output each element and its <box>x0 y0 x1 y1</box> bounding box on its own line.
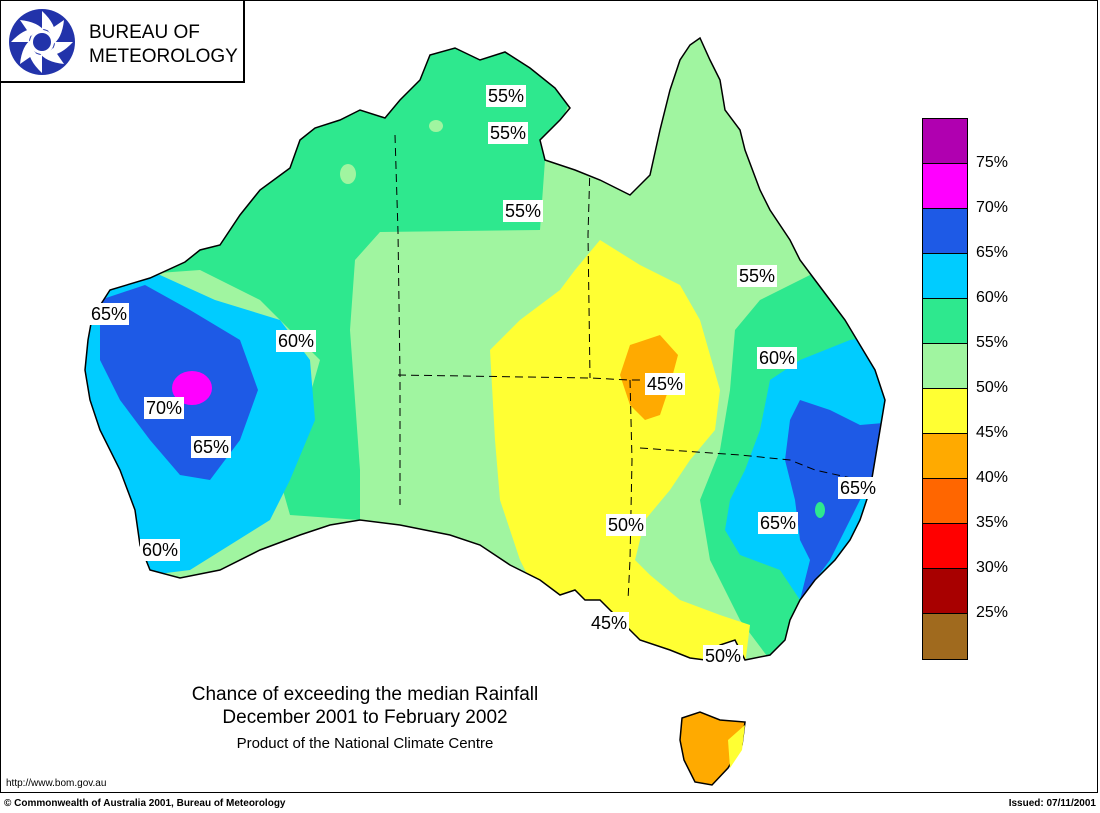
legend-swatch <box>923 569 967 614</box>
bom-swirl-logo-icon <box>9 9 75 75</box>
contour-label: 65% <box>758 512 799 534</box>
contour-label: 55% <box>503 200 544 222</box>
legend-swatch <box>923 164 967 209</box>
issued-date: Issued: 07/11/2001 <box>1008 798 1096 809</box>
contour-label: 55% <box>737 265 778 287</box>
contour-label: 50% <box>703 645 744 667</box>
legend-swatch <box>923 479 967 524</box>
contour-label: 50% <box>606 514 647 536</box>
legend-swatch <box>923 389 967 434</box>
contour-label: 65% <box>89 303 130 325</box>
contour-label: 45% <box>645 373 686 395</box>
contour-label: 70% <box>144 397 185 419</box>
contour-label: 60% <box>757 347 798 369</box>
contour-label: 55% <box>486 85 527 107</box>
legend-swatch <box>923 344 967 389</box>
contour-label: 60% <box>140 539 181 561</box>
contour-label: 45% <box>589 612 630 634</box>
legend-swatch <box>923 209 967 254</box>
contour-label: 65% <box>838 477 879 499</box>
logo-line-2: METEOROLOGY <box>89 46 238 67</box>
logo-line-1: BUREAU OF <box>89 22 200 43</box>
map-frame <box>0 0 1098 793</box>
legend-label: 45% <box>976 424 1009 441</box>
copyright-text: © Commonwealth of Australia 2001, Bureau… <box>4 798 286 809</box>
legend-swatch <box>923 119 967 164</box>
legend-label: 50% <box>976 379 1009 396</box>
contour-label: 55% <box>488 122 529 144</box>
legend-swatch <box>923 434 967 479</box>
legend-label: 70% <box>976 199 1009 216</box>
legend-swatch <box>923 254 967 299</box>
contour-label: 60% <box>276 330 317 352</box>
legend-swatch <box>923 524 967 569</box>
legend-label: 25% <box>976 604 1009 621</box>
website-link[interactable]: http://www.bom.gov.au <box>6 778 107 789</box>
legend-label: 40% <box>976 469 1009 486</box>
contour-label: 65% <box>191 436 232 458</box>
map-caption: Chance of exceeding the median Rainfall … <box>150 683 580 754</box>
legend-label: 35% <box>976 514 1009 531</box>
legend-label: 30% <box>976 559 1009 576</box>
legend-swatch <box>923 614 967 659</box>
bom-logo-box: BUREAU OF METEOROLOGY <box>1 1 245 83</box>
legend-label: 55% <box>976 334 1009 351</box>
legend-label: 75% <box>976 154 1009 171</box>
legend-colorbar <box>922 118 968 660</box>
caption-subtitle: Product of the National Climate Centre <box>236 735 494 752</box>
legend-label: 65% <box>976 244 1009 261</box>
legend-label: 60% <box>976 289 1009 306</box>
caption-title-line-2: December 2001 to February 2002 <box>222 707 508 728</box>
legend-swatch <box>923 299 967 344</box>
caption-title-line-1: Chance of exceeding the median Rainfall <box>191 684 539 705</box>
